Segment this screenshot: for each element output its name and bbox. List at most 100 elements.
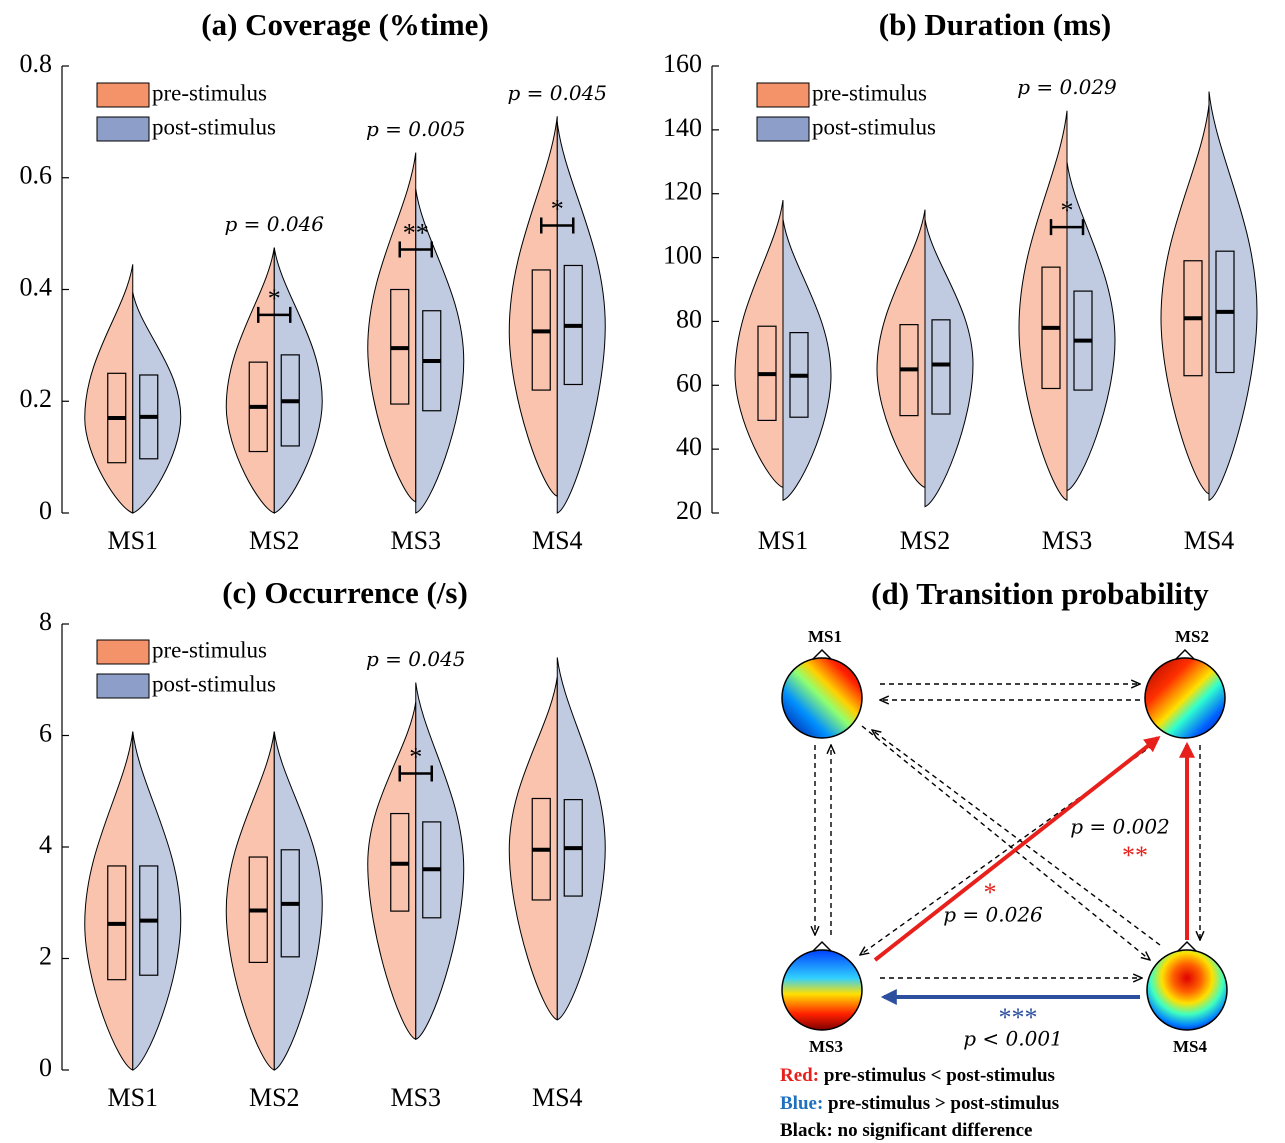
x-tick-label: MS1 bbox=[107, 1083, 158, 1112]
p-value: p = 0.005 bbox=[366, 117, 466, 141]
x-tick-label: MS3 bbox=[390, 526, 441, 555]
node-label: MS2 bbox=[1175, 627, 1209, 646]
violin bbox=[273, 731, 323, 1071]
violin bbox=[734, 200, 784, 489]
sig-bracket bbox=[398, 765, 433, 782]
y-tick-label: 0.4 bbox=[20, 272, 53, 301]
panel: (c) Occurrence (/s) 0 2 4 6 8 MS1 MS2 MS3 MS4 pre-… bbox=[39, 575, 606, 1112]
violin bbox=[367, 152, 417, 503]
violin bbox=[132, 731, 182, 1071]
y-tick-label: 60 bbox=[676, 368, 702, 397]
y-tick-label: 0.2 bbox=[20, 384, 53, 413]
p-value: p = 0.045 bbox=[507, 81, 607, 105]
panel-title: (a) Coverage (%time) bbox=[201, 7, 488, 42]
violin bbox=[556, 121, 606, 514]
x-tick-label: MS2 bbox=[249, 526, 300, 555]
y-tick-label: 160 bbox=[663, 49, 702, 78]
panel-title: (d) Transition probability bbox=[871, 576, 1209, 611]
violin bbox=[84, 264, 134, 514]
legend-line: Blue: pre-stimulus > post-stimulus bbox=[780, 1093, 1059, 1114]
legend-label: pre-stimulus bbox=[152, 637, 267, 662]
stars: * bbox=[268, 284, 281, 313]
violin bbox=[1066, 161, 1116, 492]
violin bbox=[132, 292, 182, 514]
legend-swatch bbox=[96, 639, 150, 665]
sig-bracket bbox=[257, 306, 292, 323]
legend-swatch bbox=[756, 116, 810, 142]
violin bbox=[415, 188, 465, 514]
legend-swatch bbox=[96, 116, 150, 142]
panel: (b) Duration (ms) 20 40 60 80 100 120 140 160 MS1… bbox=[663, 7, 1258, 555]
y-tick-label: 6 bbox=[39, 718, 52, 747]
transition-diagram: (d) Transition probability MS1 MS2 MS3 M… bbox=[780, 576, 1228, 1141]
panel-title: (c) Occurrence (/s) bbox=[222, 575, 468, 610]
violin bbox=[84, 731, 134, 1071]
legend-swatch bbox=[96, 82, 150, 108]
violin bbox=[225, 731, 275, 1071]
node-label: MS1 bbox=[808, 627, 842, 646]
violin bbox=[876, 209, 926, 489]
sig-bracket bbox=[398, 241, 433, 258]
legend-label: pre-stimulus bbox=[152, 80, 267, 105]
red-arrow bbox=[873, 736, 1161, 962]
sig-bracket bbox=[1049, 219, 1085, 236]
violin bbox=[1208, 91, 1258, 501]
y-tick-label: 20 bbox=[676, 496, 702, 525]
p-value: p = 0.002 bbox=[1070, 815, 1170, 839]
y-tick-label: 0.8 bbox=[20, 49, 53, 78]
panel: (a) Coverage (%time) 0 0.2 0.4 0.6 0.8 MS1 MS2 M… bbox=[20, 7, 608, 555]
y-tick-label: 2 bbox=[39, 941, 52, 970]
y-tick-label: 4 bbox=[39, 830, 52, 859]
legend-key: Red: bbox=[780, 1065, 819, 1086]
x-tick-label: MS1 bbox=[758, 526, 809, 555]
violin bbox=[415, 682, 465, 1041]
x-tick-label: MS4 bbox=[532, 526, 583, 555]
stars: *** bbox=[999, 1003, 1038, 1032]
x-tick-label: MS1 bbox=[107, 526, 158, 555]
stars: ** bbox=[1122, 841, 1148, 870]
x-tick-label: MS4 bbox=[532, 1083, 583, 1112]
x-tick-label: MS4 bbox=[1184, 526, 1235, 555]
y-tick-label: 120 bbox=[663, 177, 702, 206]
y-tick-label: 0 bbox=[39, 1053, 52, 1082]
node-label: MS3 bbox=[809, 1037, 843, 1056]
legend-label: pre-stimulus bbox=[812, 80, 927, 105]
y-tick-label: 0 bbox=[39, 496, 52, 525]
y-tick-label: 0.6 bbox=[20, 161, 53, 190]
y-tick-label: 40 bbox=[676, 432, 702, 461]
y-tick-label: 80 bbox=[676, 304, 702, 333]
stars: * bbox=[984, 878, 997, 907]
x-tick-label: MS3 bbox=[390, 1083, 441, 1112]
node-label: MS4 bbox=[1173, 1037, 1208, 1056]
legend-line: Black: no significant difference bbox=[780, 1120, 1032, 1141]
violin bbox=[367, 701, 417, 1041]
stars: * bbox=[409, 743, 422, 772]
box bbox=[931, 319, 951, 415]
legend-text: pre-stimulus < post-stimulus bbox=[824, 1065, 1055, 1086]
stars: * bbox=[1061, 196, 1074, 225]
violin bbox=[508, 116, 558, 497]
p-value: p = 0.045 bbox=[366, 647, 466, 671]
x-tick-label: MS2 bbox=[900, 526, 951, 555]
p-value: p = 0.029 bbox=[1017, 75, 1117, 99]
violin bbox=[1160, 104, 1210, 495]
violin bbox=[782, 219, 832, 501]
legend-text: no significant difference bbox=[838, 1120, 1033, 1141]
stars: ** bbox=[403, 218, 429, 247]
violin bbox=[1018, 110, 1068, 501]
y-tick-label: 100 bbox=[663, 241, 702, 270]
legend-line: Red: pre-stimulus < post-stimulus bbox=[780, 1065, 1055, 1086]
violin bbox=[556, 657, 606, 1021]
x-tick-label: MS3 bbox=[1042, 526, 1093, 555]
x-tick-label: MS2 bbox=[249, 1083, 300, 1112]
sig-bracket bbox=[540, 217, 575, 234]
p-value: p = 0.046 bbox=[224, 212, 324, 236]
topomaps bbox=[781, 648, 1228, 1031]
y-tick-label: 8 bbox=[39, 607, 52, 636]
legend-swatch bbox=[96, 673, 150, 699]
y-tick-label: 140 bbox=[663, 113, 702, 142]
legend-text: pre-stimulus > post-stimulus bbox=[828, 1093, 1059, 1114]
legend-key: Blue: bbox=[780, 1093, 823, 1114]
stars: * bbox=[551, 194, 564, 223]
